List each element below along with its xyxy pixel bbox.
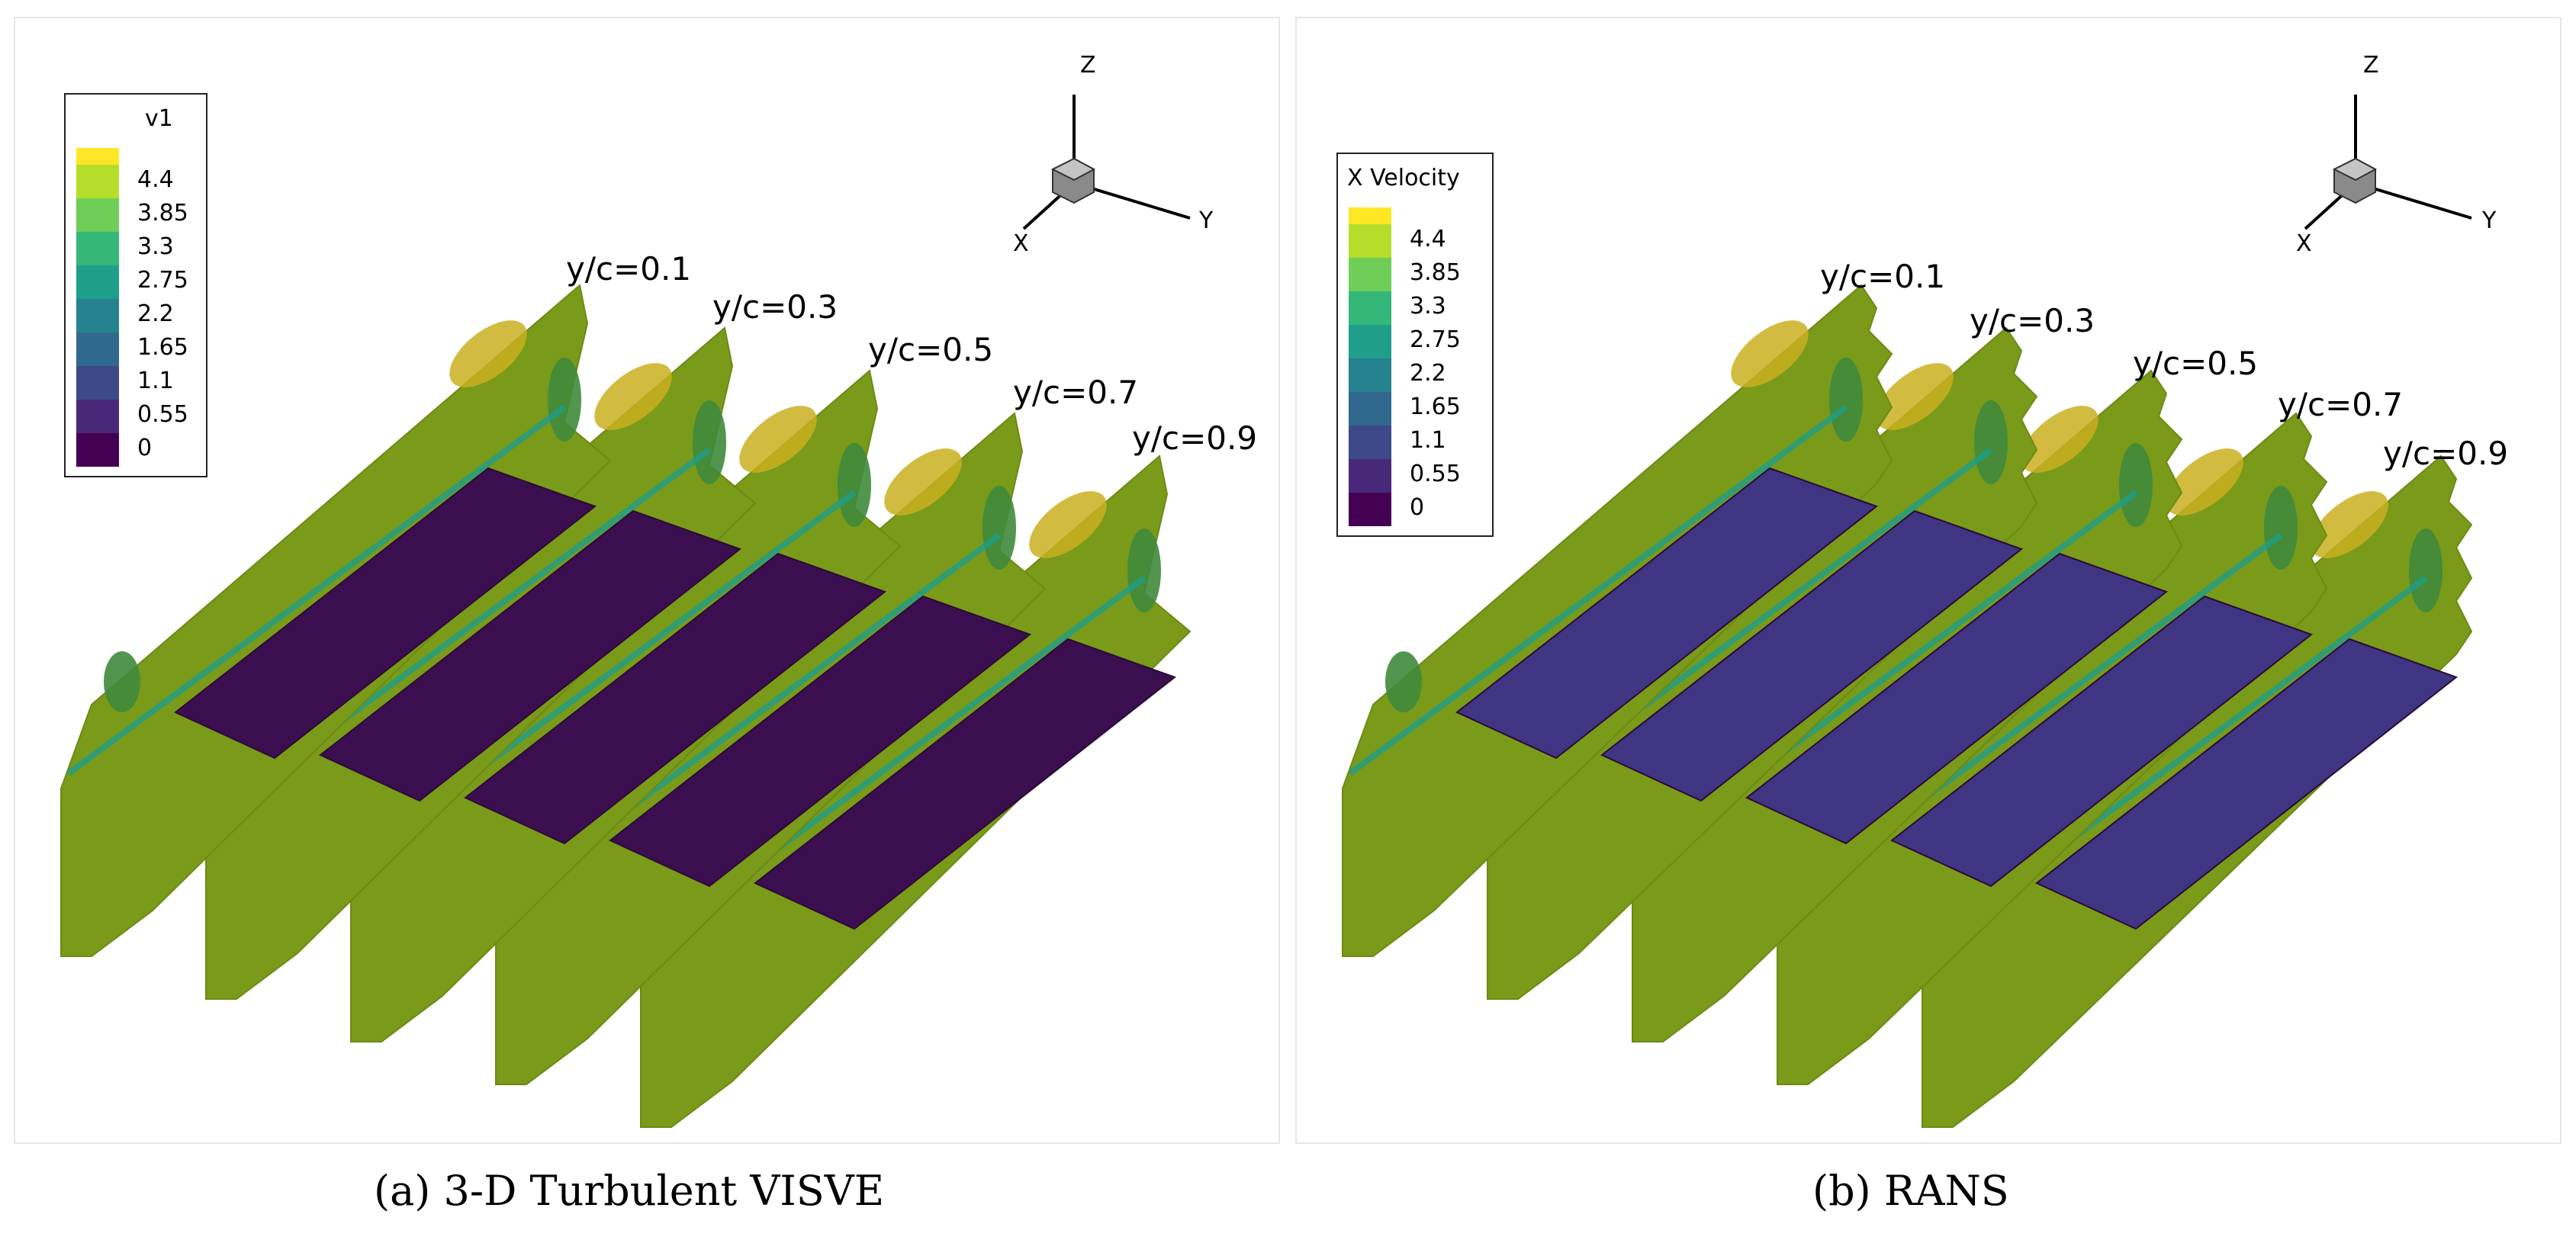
slice-label: y/c=0.7 (2278, 386, 2404, 423)
wake-line (1348, 404, 1848, 776)
slice-bump (982, 486, 1016, 570)
airfoil-surface (174, 467, 597, 760)
colorbar-legend-a: v1 4.4 3.85 3.3 2.75 2.2 1.65 1.1 0.55 0 (64, 93, 207, 477)
airfoil-surface (754, 638, 1177, 930)
slice-label: y/c=0.1 (566, 250, 692, 288)
slice-bump (2409, 528, 2443, 612)
caption-a: (a) 3-D Turbulent VISVE (374, 1167, 885, 1215)
airfoil-surface (319, 509, 742, 802)
slice-bump (1731, 320, 1809, 387)
slice-bump (2264, 486, 2298, 570)
flow-field-render-b (1342, 95, 2473, 1128)
slice-label: y/c=0.3 (1970, 302, 2095, 339)
slice-label: y/c=0.7 (1013, 374, 1139, 411)
slice-bump (884, 448, 962, 516)
slice-bump (739, 406, 817, 473)
airfoil-surface (1455, 467, 1879, 760)
slice-label: y/c=0.9 (2383, 435, 2509, 472)
axis-z-label-a: Z (1080, 52, 1096, 79)
axis-y-label-a: Y (1199, 207, 1214, 234)
panel-a-visve: v1 4.4 3.85 3.3 2.75 2.2 1.65 1.1 0.55 0… (14, 17, 1280, 1144)
axis-y-label-b: Y (2482, 207, 2497, 234)
airfoil-surface (1890, 595, 2314, 888)
axis-z-label-b: Z (2363, 52, 2379, 79)
slice-label: y/c=0.9 (1132, 419, 1258, 457)
legend-title-a: v1 (145, 105, 173, 132)
slice-bump (2021, 406, 2098, 473)
slice-label: y/c=0.1 (1820, 258, 1946, 295)
slice-label: y/c=0.5 (868, 331, 994, 368)
slice-bump (693, 400, 726, 484)
airfoil-surface (1600, 509, 2024, 802)
slice-bump (1385, 651, 1422, 712)
slice-bump (594, 363, 672, 430)
slice-bump (1127, 528, 1161, 612)
airfoil-surface (1745, 552, 2169, 845)
slice-bump (838, 443, 871, 527)
airfoil-surface (609, 595, 1032, 888)
panel-b-rans: X Velocity 4.4 3.85 3.3 2.75 2.2 1.65 1.… (1295, 17, 2562, 1144)
axis-x-label-a: X (1013, 230, 1029, 257)
colorbar-legend-b: X Velocity 4.4 3.85 3.3 2.75 2.2 1.65 1.… (1336, 153, 1494, 537)
slice-bump (1829, 358, 1863, 442)
slice-bump (548, 358, 581, 442)
slice-bump (1974, 400, 2008, 484)
slice-label: y/c=0.3 (712, 288, 838, 326)
slice-bump (449, 320, 527, 387)
slice-bump (1876, 363, 1954, 430)
caption-b: (b) RANS (1812, 1167, 2009, 1215)
axis-cube-top (1050, 157, 1096, 182)
airfoil-surface (464, 552, 887, 845)
axis-cube-top (2332, 157, 2378, 182)
slice-bump (2311, 491, 2388, 558)
airfoil-surface (2035, 638, 2459, 930)
slice-bump (104, 651, 140, 712)
slice-bump (2166, 448, 2243, 516)
wake-line (66, 404, 567, 776)
slice-bump (2119, 443, 2153, 527)
axis-x-label-b: X (2296, 230, 2312, 257)
slice-label: y/c=0.5 (2133, 345, 2259, 382)
legend-title-b: X Velocity (1347, 165, 1460, 191)
flow-field-render-a (60, 95, 1192, 1128)
slice-bump (1029, 491, 1107, 558)
